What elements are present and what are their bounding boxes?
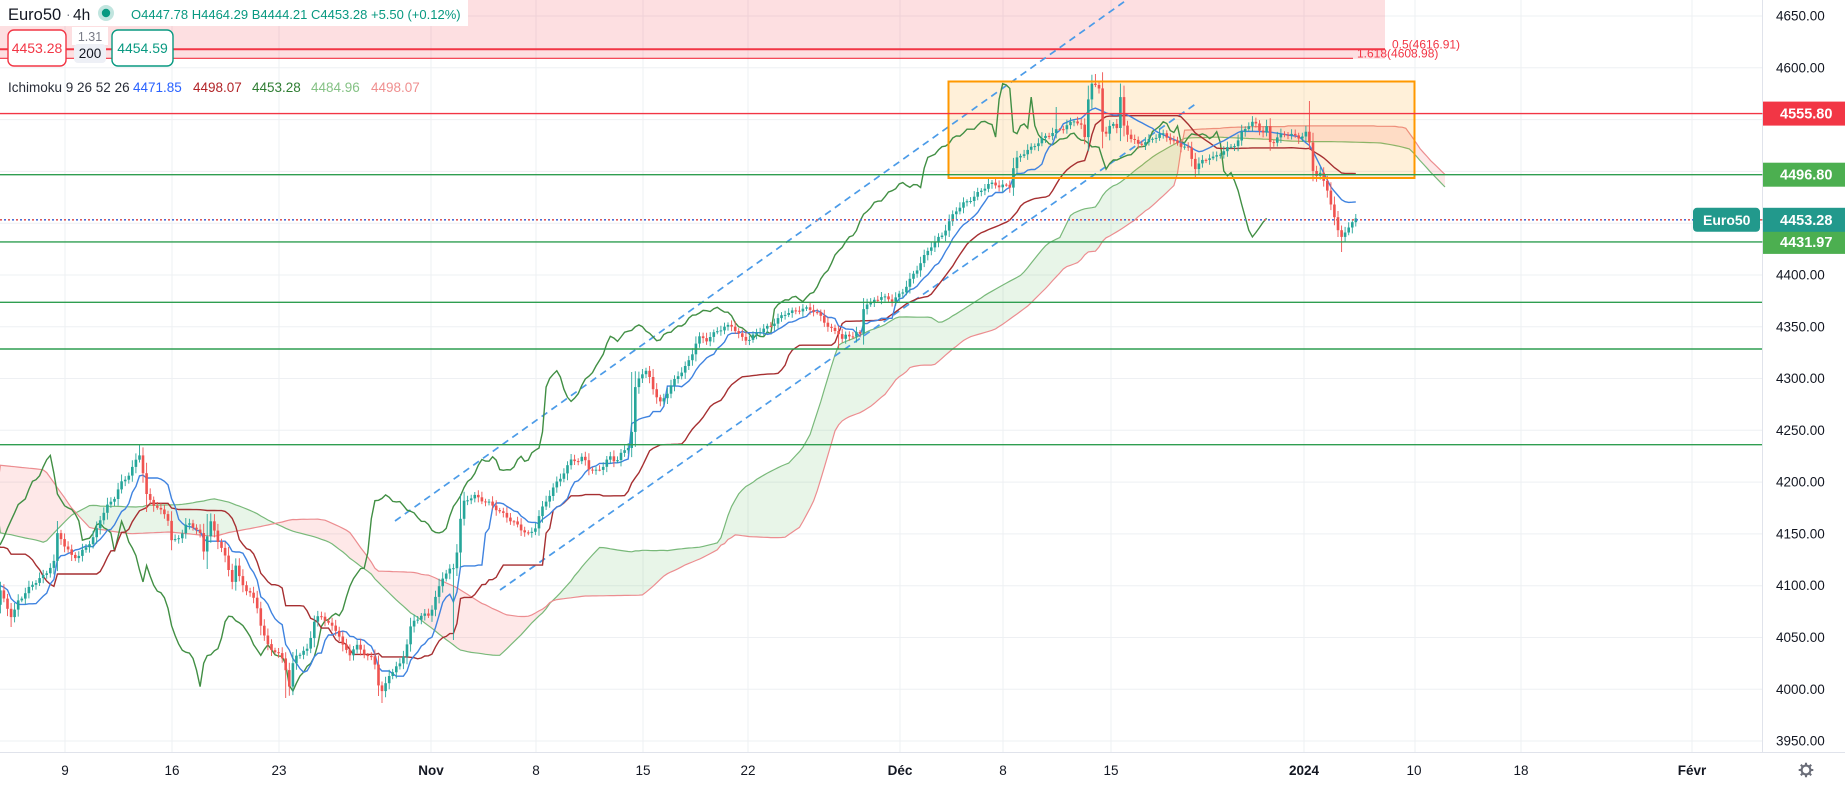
svg-text:4350.00: 4350.00	[1776, 319, 1825, 334]
svg-text:4h: 4h	[73, 7, 90, 24]
svg-text:4453.28: 4453.28	[12, 40, 63, 56]
svg-text:1.618(4608.98): 1.618(4608.98)	[1357, 47, 1438, 61]
svg-text:4300.00: 4300.00	[1776, 371, 1825, 386]
svg-text:Nov: Nov	[418, 763, 444, 778]
svg-text:23: 23	[271, 763, 286, 778]
svg-text:1.31: 1.31	[78, 30, 102, 44]
svg-text:22: 22	[740, 763, 755, 778]
svg-text:4453.28: 4453.28	[252, 80, 301, 95]
svg-text:4454.59: 4454.59	[117, 40, 168, 56]
svg-text:4000.00: 4000.00	[1776, 682, 1825, 697]
svg-text:8: 8	[532, 763, 540, 778]
svg-text:16: 16	[164, 763, 179, 778]
svg-text:Euro50: Euro50	[1703, 212, 1751, 228]
svg-text:15: 15	[635, 763, 650, 778]
svg-text:4496.80: 4496.80	[1780, 168, 1832, 184]
svg-text:4484.96: 4484.96	[311, 80, 360, 95]
svg-text:15: 15	[1103, 763, 1118, 778]
svg-text:Févr: Févr	[1678, 763, 1707, 778]
svg-text:4250.00: 4250.00	[1776, 423, 1825, 438]
svg-text:4600.00: 4600.00	[1776, 60, 1825, 75]
svg-text:4400.00: 4400.00	[1776, 268, 1825, 283]
svg-text:4650.00: 4650.00	[1776, 9, 1825, 24]
svg-text:O4447.78 H4464.29 B4444.21 C44: O4447.78 H4464.29 B4444.21 C4453.28 +5.5…	[131, 7, 461, 22]
svg-text:4471.85: 4471.85	[133, 80, 182, 95]
svg-text:8: 8	[999, 763, 1007, 778]
svg-text:4100.00: 4100.00	[1776, 578, 1825, 593]
svg-text:4555.80: 4555.80	[1780, 107, 1832, 123]
svg-text:4498.07: 4498.07	[371, 80, 420, 95]
svg-text:4431.97: 4431.97	[1780, 235, 1832, 251]
svg-text:2024: 2024	[1289, 763, 1320, 778]
svg-text:9: 9	[61, 763, 69, 778]
svg-text:3950.00: 3950.00	[1776, 734, 1825, 749]
svg-text:4150.00: 4150.00	[1776, 526, 1825, 541]
svg-text:Déc: Déc	[888, 763, 913, 778]
svg-text:4498.07: 4498.07	[193, 80, 242, 95]
svg-text:4050.00: 4050.00	[1776, 630, 1825, 645]
svg-text:Ichimoku 9 26 52 26: Ichimoku 9 26 52 26	[8, 80, 130, 95]
svg-text:Euro50: Euro50	[8, 6, 61, 24]
svg-text:10: 10	[1406, 763, 1421, 778]
svg-text:0.5(4616.91): 0.5(4616.91)	[1392, 38, 1460, 52]
svg-text:·: ·	[66, 6, 71, 22]
svg-text:4453.28: 4453.28	[1780, 213, 1832, 229]
svg-text:4200.00: 4200.00	[1776, 475, 1825, 490]
svg-text:200: 200	[79, 46, 102, 61]
svg-text:18: 18	[1513, 763, 1528, 778]
